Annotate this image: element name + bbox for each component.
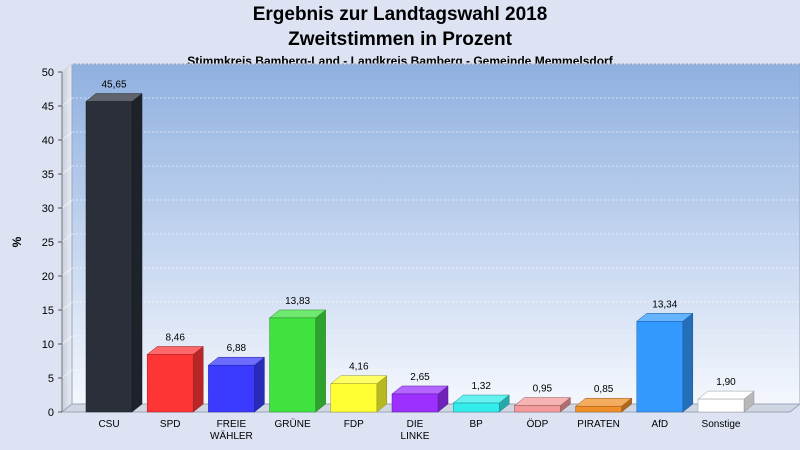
bar [697,398,745,413]
y-tick-label: 20 [42,271,54,283]
bar-top [391,385,449,395]
gridline-side [61,63,73,73]
x-tick-label-line: FREIE [217,419,247,430]
bar-top [513,397,572,406]
gridline-side [61,199,73,209]
x-tick-label: FDP [344,419,364,430]
bar-value-label: 1,90 [716,377,736,388]
gridline-side [61,165,73,175]
x-tick-label: SPD [160,419,181,430]
x-tick-label-line: CSU [98,419,119,430]
bar-value-label: 13,34 [652,299,677,310]
bar-top [330,375,388,384]
bar-ödp [513,397,572,413]
bar-csu [85,93,143,413]
x-tick-label: FREIE WÄHLER [210,419,253,442]
x-tick-label-line: PIRATEN [577,419,620,430]
y-tick-label: 15 [42,305,54,317]
x-tick-label: DIE LINKE [401,419,430,442]
bar-top [207,356,266,366]
bar [636,321,684,413]
y-tick-label: 30 [42,203,54,215]
x-tick-label: AfD [651,419,668,430]
gridline-side [61,301,73,311]
bar-value-label: 1,32 [471,381,491,392]
gridline-side [61,267,73,277]
bar-value-label: 4,16 [349,362,369,373]
bar-side [131,93,143,413]
y-tick-label: 50 [42,67,54,79]
chart-title: Ergebnis zur Landtagswahl 2018 [252,4,548,25]
gridline-side [61,131,73,141]
bar-sonstige [697,390,755,413]
x-tick-label-line: AfD [651,419,668,430]
x-tick-label: Sonstige [702,419,741,430]
gridline-side [61,335,73,345]
bar-value-label: 13,83 [285,296,310,307]
bar-top [85,93,143,102]
gridline-side [61,97,73,107]
bar-top [636,313,694,322]
x-tick-label-line: FDP [344,419,364,430]
bar-side [315,309,326,413]
bar-grüne [268,309,327,413]
bar [575,405,622,413]
bar [146,354,194,413]
bar-top [452,394,510,404]
bar-value-label: 0,85 [594,384,614,395]
x-tick-label: ÖDP [527,418,549,430]
bar [452,402,500,413]
bar [269,317,316,413]
bar-top [697,390,755,400]
bar-value-label: 6,88 [227,343,247,354]
bar-bp [452,394,510,413]
bar-top [146,346,204,355]
bar [514,405,561,413]
chart-subtitle: Zweitstimmen in Prozent [288,29,512,50]
x-tick-label: CSU [98,419,119,430]
y-tick-label: 5 [48,373,54,385]
x-tick-label: GRÜNE [275,418,311,430]
gridline-side [61,369,73,379]
bar-value-label: 8,46 [165,332,185,343]
bar-value-label: 2,65 [410,372,430,383]
bar [85,101,133,413]
x-tick-label-line: DIE [407,419,424,430]
bar-afd [636,312,694,413]
bar-piraten [574,397,633,413]
x-tick-label: PIRATEN [577,419,620,430]
bar [330,383,378,413]
bar-value-label: 45,65 [101,80,126,91]
y-tick-label: 45 [42,101,54,113]
bar-spd [146,345,204,413]
y-tick-label: 25 [42,237,54,249]
bar-value-label: 0,95 [533,384,553,395]
gridline-side [61,233,73,243]
bar-freie-wähler [207,356,266,413]
bar-die-linke [391,385,449,413]
bar-fdp [330,375,388,413]
bar [208,364,255,413]
x-tick-label-line: Sonstige [702,419,741,430]
x-tick-label-line: BP [470,419,484,430]
bar-top [574,397,633,407]
bar-top [268,309,327,319]
x-tick-label-line: ÖDP [527,418,549,430]
x-tick-label-line: GRÜNE [275,418,311,430]
bar-side [254,356,265,413]
y-tick-label: 0 [48,407,54,419]
bar-side [682,312,694,413]
y-tick-label: 35 [42,169,54,181]
x-tick-label-line: SPD [160,419,181,430]
x-tick-label: BP [470,419,484,430]
x-tick-label-line: WÄHLER [210,430,253,442]
y-tick-label: 10 [42,339,54,351]
y-tick-label: 40 [42,135,54,147]
bar [391,393,439,413]
bar-side [192,345,204,413]
x-tick-label-line: LINKE [401,431,430,442]
y-axis-label: % [10,236,24,247]
